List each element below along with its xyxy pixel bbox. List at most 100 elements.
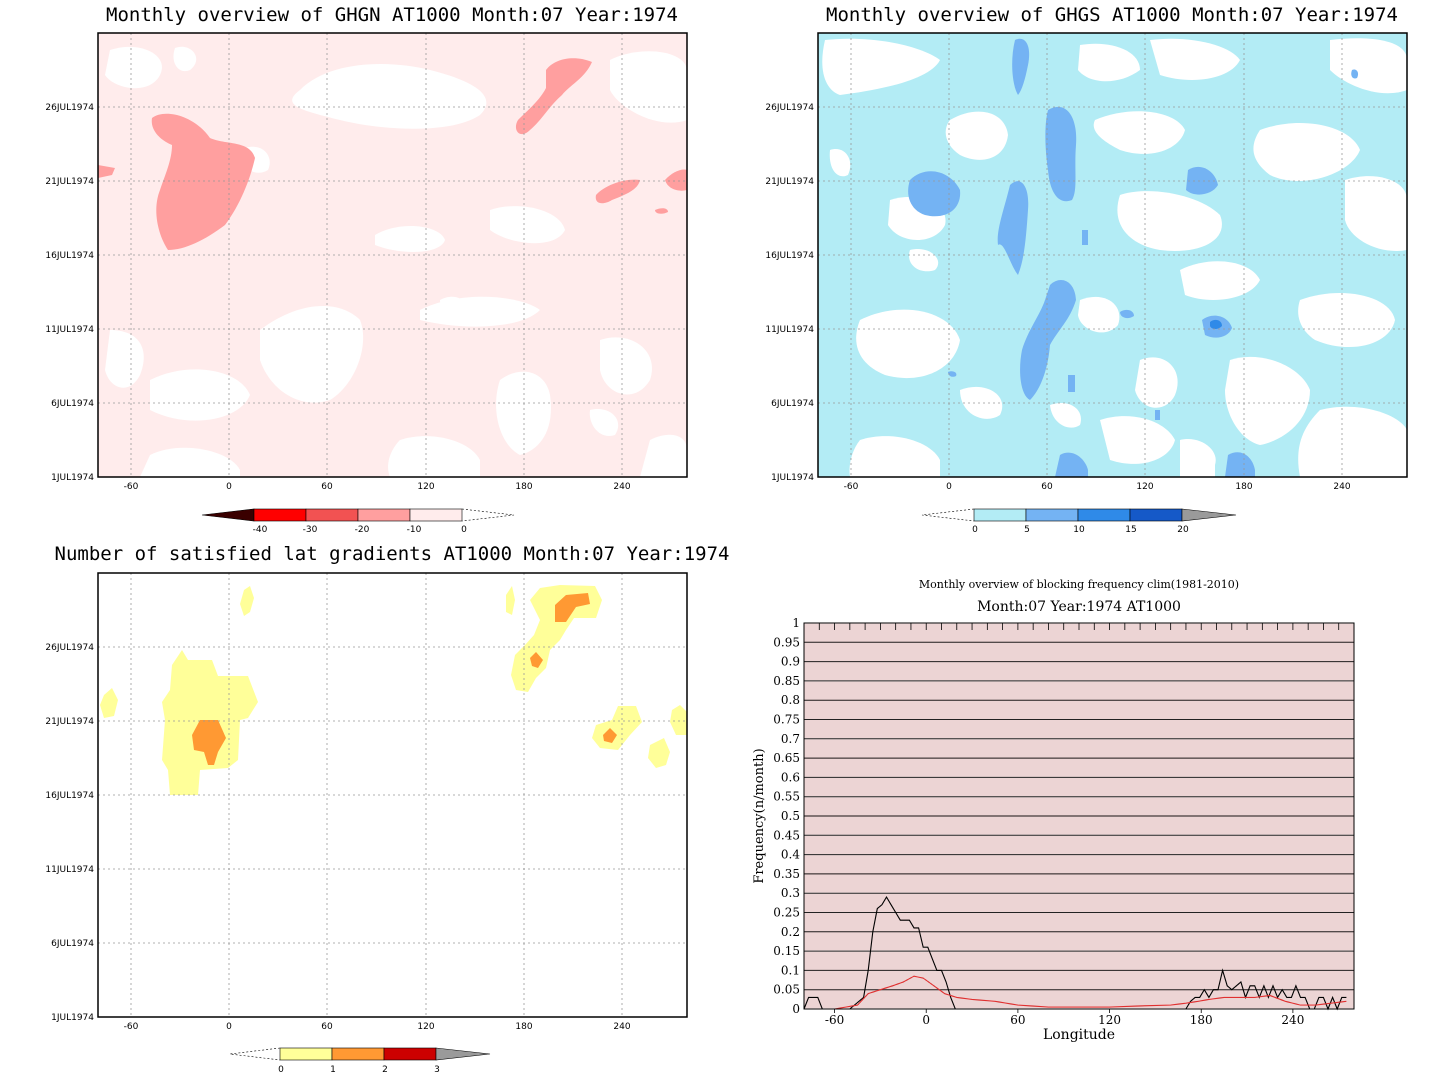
blocking-x-tick: 240 [1281,1013,1304,1027]
blocking-title: Monthly overview of blocking frequency c… [919,578,1239,591]
ghgn-x-tick: 60 [321,482,333,492]
sat-y-tick: 1JUL1974 [51,1013,94,1023]
blocking-x-tick: 180 [1190,1013,1213,1027]
ghgn-y-tick: 26JUL1974 [45,103,94,113]
ghgs-panel: Monthly overview of GHGS AT1000 Month:07… [765,4,1408,535]
ghgs-y-tick: 16JUL1974 [765,251,814,261]
blocking-x-tick: -60 [825,1013,844,1027]
ghgs-colorbar-label: 10 [1073,525,1085,535]
sat-y-tick: 16JUL1974 [45,791,94,801]
blocking-y-tick: 0.65 [773,751,800,765]
ghgn-x-tick: -60 [124,482,139,492]
sat-2-regions [192,593,617,765]
blocking-y-axis: 0 0.05 0.1 0.15 0.2 0.25 0.3 0.35 0.4 0.45 0.5 0.55… [773,616,800,1016]
ghgs-x-tick: 60 [1041,482,1053,492]
ghgn-frame [97,32,688,478]
ghgn-negative-regions [98,58,687,250]
sat-x-tick: 0 [226,1022,232,1032]
sat-panel: Number of satisfied lat gradients AT1000… [45,543,729,1075]
sat-x-tick: 180 [515,1022,532,1032]
blocking-y-tick: 0.4 [781,848,800,862]
sat-y-tick: 26JUL1974 [45,643,94,653]
sat-x-tick: 120 [417,1022,434,1032]
ghgs-frame [817,32,1408,478]
blocking-y-tick: 0 [792,1002,800,1016]
sat-colorbar-label: 1 [330,1065,336,1075]
sat-colorbar: 0 1 2 3 [229,1047,491,1075]
ghgn-gridlines [98,33,687,477]
ghgs-colorbar-label: 15 [1125,525,1136,535]
ghgn-y-tick: 21JUL1974 [45,177,94,187]
sat-colorbar-label: 3 [434,1065,440,1075]
blocking-x-tick: 120 [1098,1013,1121,1027]
sat-plot-area [97,572,688,1018]
ghgs-x-tick: 120 [1136,482,1153,492]
ghgs-y-tick: 21JUL1974 [765,177,814,187]
sat-y-tick: 11JUL1974 [45,865,94,875]
ghgs-gridlines [818,33,1407,477]
blocking-series [803,896,1347,1011]
blocking-y-tick: 0.45 [773,828,800,842]
sat-x-axis: -60 0 60 120 180 240 [124,1022,631,1032]
ghgs-x-tick: 180 [1235,482,1252,492]
blocking-y-tick: 0.35 [773,867,800,881]
blocking-y-label: Frequency(n/month) [752,748,767,883]
sat-x-tick: -60 [124,1022,139,1032]
ghgn-colorbar-label: -40 [253,525,268,535]
ghgn-x-tick: 240 [613,482,630,492]
ghgs-colorbar-label: 5 [1024,525,1030,535]
sat-x-tick: 240 [613,1022,630,1032]
sat-y-tick: 21JUL1974 [45,717,94,727]
sat-y-axis: 26JUL1974 21JUL1974 16JUL1974 11JUL1974 … [45,643,94,1023]
ghgn-zero-regions [105,46,687,477]
blocking-x-label: Longitude [1043,1027,1115,1043]
ghgs-5-10-regions [908,38,1359,477]
ghgn-x-tick: 0 [226,482,232,492]
blocking-y-tick: 0.1 [781,963,800,977]
sat-gridlines [98,573,687,1017]
blocking-x-tick: 0 [922,1013,930,1027]
ghgs-zero-regions [822,38,1407,477]
ghgs-x-axis: -60 0 60 120 180 240 [844,482,1351,492]
ghgn-panel: Monthly overview of GHGN AT1000 Month:07… [45,4,688,535]
blocking-y-tick: 0.7 [781,732,800,746]
ghgn-x-axis: -60 0 60 120 180 240 [124,482,631,492]
blocking-y-tick: 0.5 [781,809,800,823]
ghgn-colorbar-label: -10 [407,525,422,535]
ghgs-colorbar-label: 20 [1177,525,1189,535]
ghgs-title: Monthly overview of GHGS AT1000 Month:07… [826,4,1398,26]
blocking-hatch-lines [804,624,1354,1008]
blocking-series-red-line [804,975,1347,1010]
blocking-y-tick: 0.3 [781,886,800,900]
blocking-subtitle: Month:07 Year:1974 AT1000 [977,599,1181,615]
blocking-y-tick: 0.55 [773,790,800,804]
ghgn-y-tick: 11JUL1974 [45,325,94,335]
ghgn-y-tick: 6JUL1974 [51,399,94,409]
blocking-series-black-line [803,896,1347,1011]
sat-colorbar-label: 2 [382,1065,388,1075]
ghgn-colorbar: -40 -30 -20 -10 0 [201,508,515,535]
blocking-y-tick: 0.15 [773,944,800,958]
ghgs-y-axis: 26JUL1974 21JUL1974 16JUL1974 11JUL1974 … [765,103,814,483]
ghgn-colorbar-label: -30 [303,525,318,535]
blocking-y-tick: 0.9 [781,655,800,669]
ghgs-plot-area [817,32,1408,478]
sat-y-tick: 6JUL1974 [51,939,94,949]
blocking-frame [803,622,1355,1010]
blocking-panel: Monthly overview of blocking frequency c… [752,578,1355,1043]
blocking-y-tick: 0.2 [781,925,800,939]
ghgn-colorbar-label: -20 [355,525,370,535]
ghgs-x-tick: -60 [844,482,859,492]
ghgn-y-axis: 26JUL1974 21JUL1974 16JUL1974 11JUL1974 … [45,103,94,483]
ghgn-plot-area [97,32,688,478]
blocking-gridlines [804,622,1354,1010]
blocking-y-tick: 0.05 [773,983,800,997]
ghgs-x-tick: 0 [946,482,952,492]
sat-frame [97,572,688,1018]
blocking-y-tick: 0.95 [773,635,800,649]
ghgn-x-tick: 120 [417,482,434,492]
ghgs-x-tick: 240 [1333,482,1350,492]
blocking-y-tick: 0.8 [781,693,800,707]
ghgn-y-tick: 1JUL1974 [51,473,94,483]
